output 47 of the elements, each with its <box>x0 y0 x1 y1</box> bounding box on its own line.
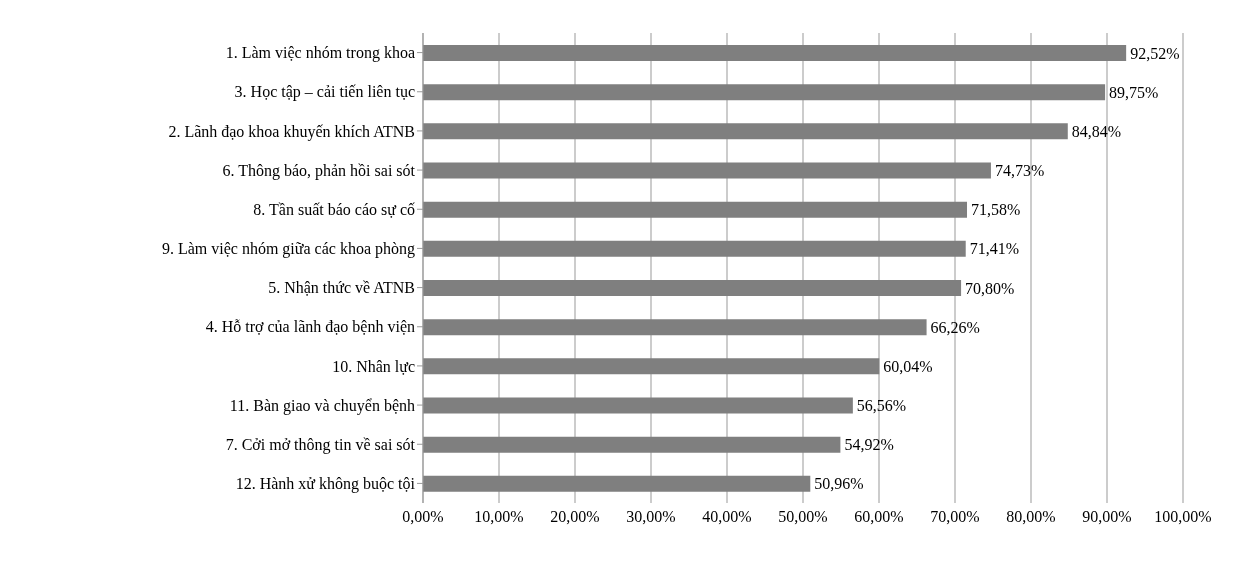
x-tick-label: 10,00% <box>474 508 524 526</box>
data-label: 50,96% <box>814 475 864 493</box>
data-label: 71,41% <box>969 240 1020 258</box>
y-tick-label: 6. Thông báo, phản hồi sai sót <box>222 161 416 180</box>
data-label: 60,04% <box>883 357 933 375</box>
y-tick-label: 8. Tần suất báo cáo sự cố <box>253 200 415 218</box>
y-tick-label: 1. Làm việc nhóm trong khoa <box>225 44 415 63</box>
data-label: 54,92% <box>844 436 894 454</box>
bar <box>423 45 1127 61</box>
bar <box>423 280 962 296</box>
x-tick-label: 40,00% <box>702 508 752 526</box>
y-tick-label: 7. Cởi mở thông tin về sai sót <box>225 435 416 454</box>
data-label: 71,58% <box>971 201 1021 219</box>
bar <box>423 240 966 257</box>
data-label: 84,84% <box>1071 122 1122 140</box>
bar <box>423 358 880 375</box>
x-tick-label: 80,00% <box>1006 508 1056 526</box>
y-tick-label: 9. Làm việc nhóm giữa các khoa phòng <box>161 240 415 259</box>
data-label: 56,56% <box>856 397 907 414</box>
data-label: 89,75% <box>1109 83 1159 101</box>
y-tick-label: 12. Hành xử không buộc tội <box>235 475 416 494</box>
y-tick-label: 5. Nhận thức về ATNB <box>268 279 415 297</box>
x-tick-label: 30,00% <box>626 508 676 526</box>
y-tick-label: 10. Nhân lực <box>332 357 415 375</box>
x-tick-label: 0,00% <box>402 508 444 526</box>
x-tick-label: 100,00% <box>1154 508 1212 526</box>
bar <box>423 319 927 336</box>
x-tick-label: 70,00% <box>930 508 980 526</box>
x-tick-label: 50,00% <box>778 508 828 526</box>
bar <box>423 436 841 453</box>
bar <box>423 397 853 414</box>
bar <box>423 201 968 218</box>
y-tick-label: 11. Bàn giao và chuyển bệnh <box>229 396 415 415</box>
bar <box>423 162 991 179</box>
bar <box>423 84 1106 101</box>
x-tick-label: 20,00% <box>550 508 600 526</box>
data-label: 74,73% <box>994 162 1045 179</box>
y-tick-label: 2. Lãnh đạo khoa khuyến khích ATNB <box>168 122 415 141</box>
x-tick-label: 60,00% <box>854 508 904 526</box>
bar <box>423 475 811 492</box>
data-label: 66,26% <box>930 318 980 336</box>
bar <box>423 123 1068 140</box>
data-label: 70,80% <box>965 279 1015 297</box>
data-label: 92,52% <box>1130 44 1180 62</box>
x-tick-label: 90,00% <box>1082 508 1132 526</box>
y-tick-label: 4. Hỗ trợ của lãnh đạo bệnh viện <box>205 318 415 336</box>
y-tick-label: 3. Học tập – cải tiến liên tục <box>234 83 415 102</box>
